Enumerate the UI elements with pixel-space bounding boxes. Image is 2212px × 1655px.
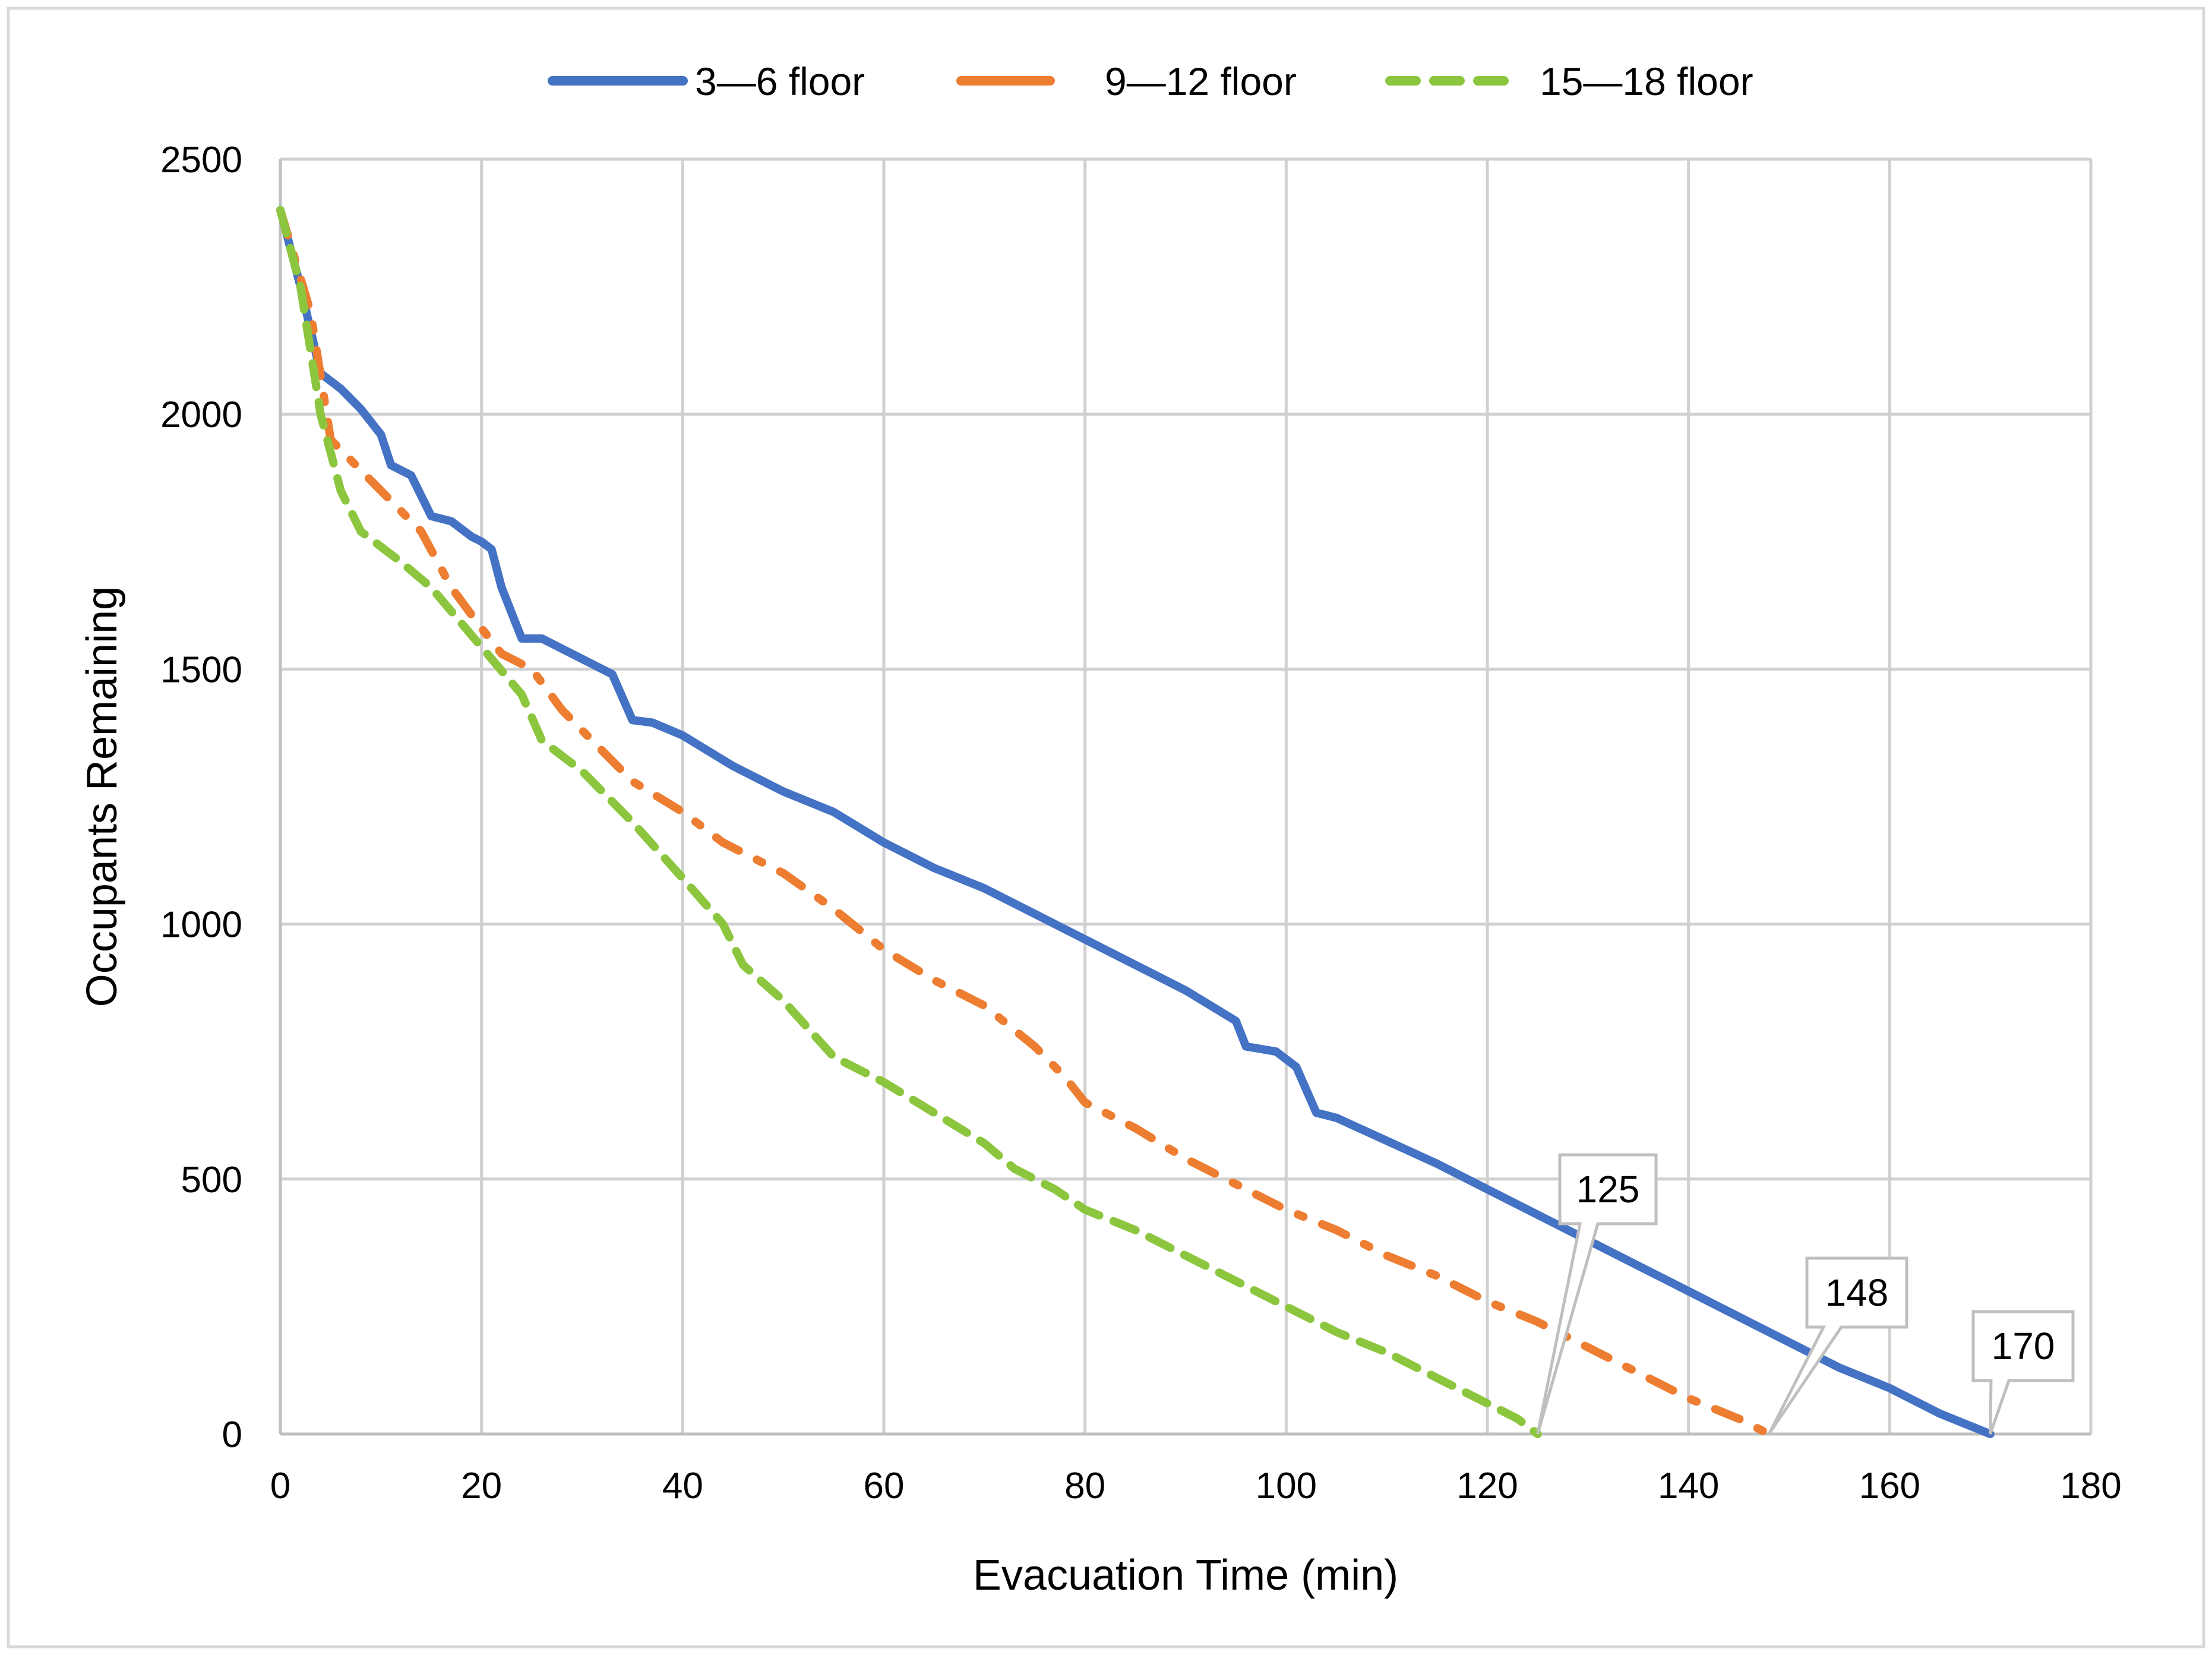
x-tick-label: 80 — [1064, 1466, 1105, 1506]
y-tick-label: 0 — [222, 1414, 242, 1455]
chart-border — [7, 7, 2205, 1648]
x-tick-label: 160 — [1859, 1466, 1920, 1506]
y-axis-title: Occupants Remaining — [78, 586, 126, 1007]
series-line-2 — [276, 206, 1774, 1438]
axes-layer: 0 20 40 60 80 100 120 140 160 180 0 500 1000 1500 2000… — [78, 140, 2122, 1599]
series-line-3 — [276, 206, 1542, 1438]
legend-label-2: 9—12 floor — [1105, 59, 1297, 103]
callout-layer: 125 148 170 — [1536, 1153, 2075, 1435]
x-tick-label: 140 — [1658, 1466, 1719, 1506]
x-tick-label: 100 — [1256, 1466, 1317, 1506]
y-tick-label: 2500 — [160, 140, 242, 181]
callout-label: 125 — [1576, 1168, 1640, 1211]
x-tick-label: 60 — [864, 1466, 905, 1506]
callout-box-170 — [1971, 1310, 2075, 1435]
y-tick-label: 500 — [181, 1160, 242, 1201]
legend-label-3: 15—18 floor — [1540, 59, 1753, 103]
series-line-1 — [276, 206, 1995, 1438]
y-tick-label: 1500 — [160, 649, 242, 690]
legend-layer: 3—6 floor 9—12 floor 15—18 floor — [548, 59, 1753, 103]
x-axis-title: Evacuation Time (min) — [973, 1552, 1398, 1599]
series-layer — [276, 206, 1995, 1438]
x-tick-label: 40 — [662, 1466, 703, 1506]
x-tick-label: 20 — [461, 1466, 502, 1506]
grid-layer — [7, 7, 2205, 1648]
y-tick-label: 1000 — [160, 905, 242, 946]
callout-box-148 — [1767, 1256, 1908, 1435]
x-tick-label: 120 — [1456, 1466, 1518, 1506]
x-tick-label: 0 — [270, 1466, 290, 1506]
y-tick-label: 2000 — [160, 394, 242, 435]
x-tick-label: 180 — [2060, 1466, 2121, 1506]
callout-box-125 — [1536, 1153, 1658, 1435]
callout-label: 170 — [1992, 1325, 2055, 1367]
callout-label: 148 — [1825, 1271, 1889, 1314]
legend-label-1: 3—6 floor — [695, 59, 865, 103]
